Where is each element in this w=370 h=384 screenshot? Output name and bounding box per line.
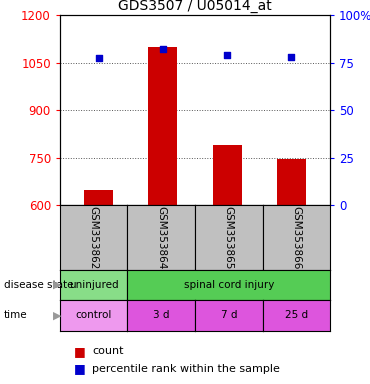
Text: GSM353862: GSM353862	[89, 206, 99, 270]
Text: GSM353864: GSM353864	[156, 206, 166, 270]
Text: percentile rank within the sample: percentile rank within the sample	[92, 364, 280, 374]
Text: 7 d: 7 d	[221, 310, 237, 321]
Text: spinal cord injury: spinal cord injury	[184, 280, 274, 290]
Text: count: count	[92, 346, 124, 356]
Text: GSM353866: GSM353866	[291, 206, 301, 270]
Point	[95, 55, 101, 61]
Bar	[277, 159, 306, 205]
Point	[289, 54, 295, 60]
Text: ■: ■	[74, 345, 86, 358]
Bar	[148, 47, 177, 205]
Point	[160, 46, 166, 52]
Text: ■: ■	[74, 362, 86, 375]
Text: 25 d: 25 d	[285, 310, 308, 321]
Bar	[84, 190, 113, 205]
Text: uninjured: uninjured	[69, 280, 118, 290]
Text: time: time	[4, 310, 27, 321]
Point	[224, 52, 230, 58]
Text: control: control	[75, 310, 112, 321]
Text: disease state: disease state	[4, 280, 73, 290]
Bar	[213, 145, 242, 205]
Text: GSM353865: GSM353865	[224, 206, 234, 270]
Text: ▶: ▶	[53, 310, 61, 321]
Text: ▶: ▶	[53, 280, 61, 290]
Title: GDS3507 / U05014_at: GDS3507 / U05014_at	[118, 0, 272, 13]
Text: 3 d: 3 d	[153, 310, 169, 321]
